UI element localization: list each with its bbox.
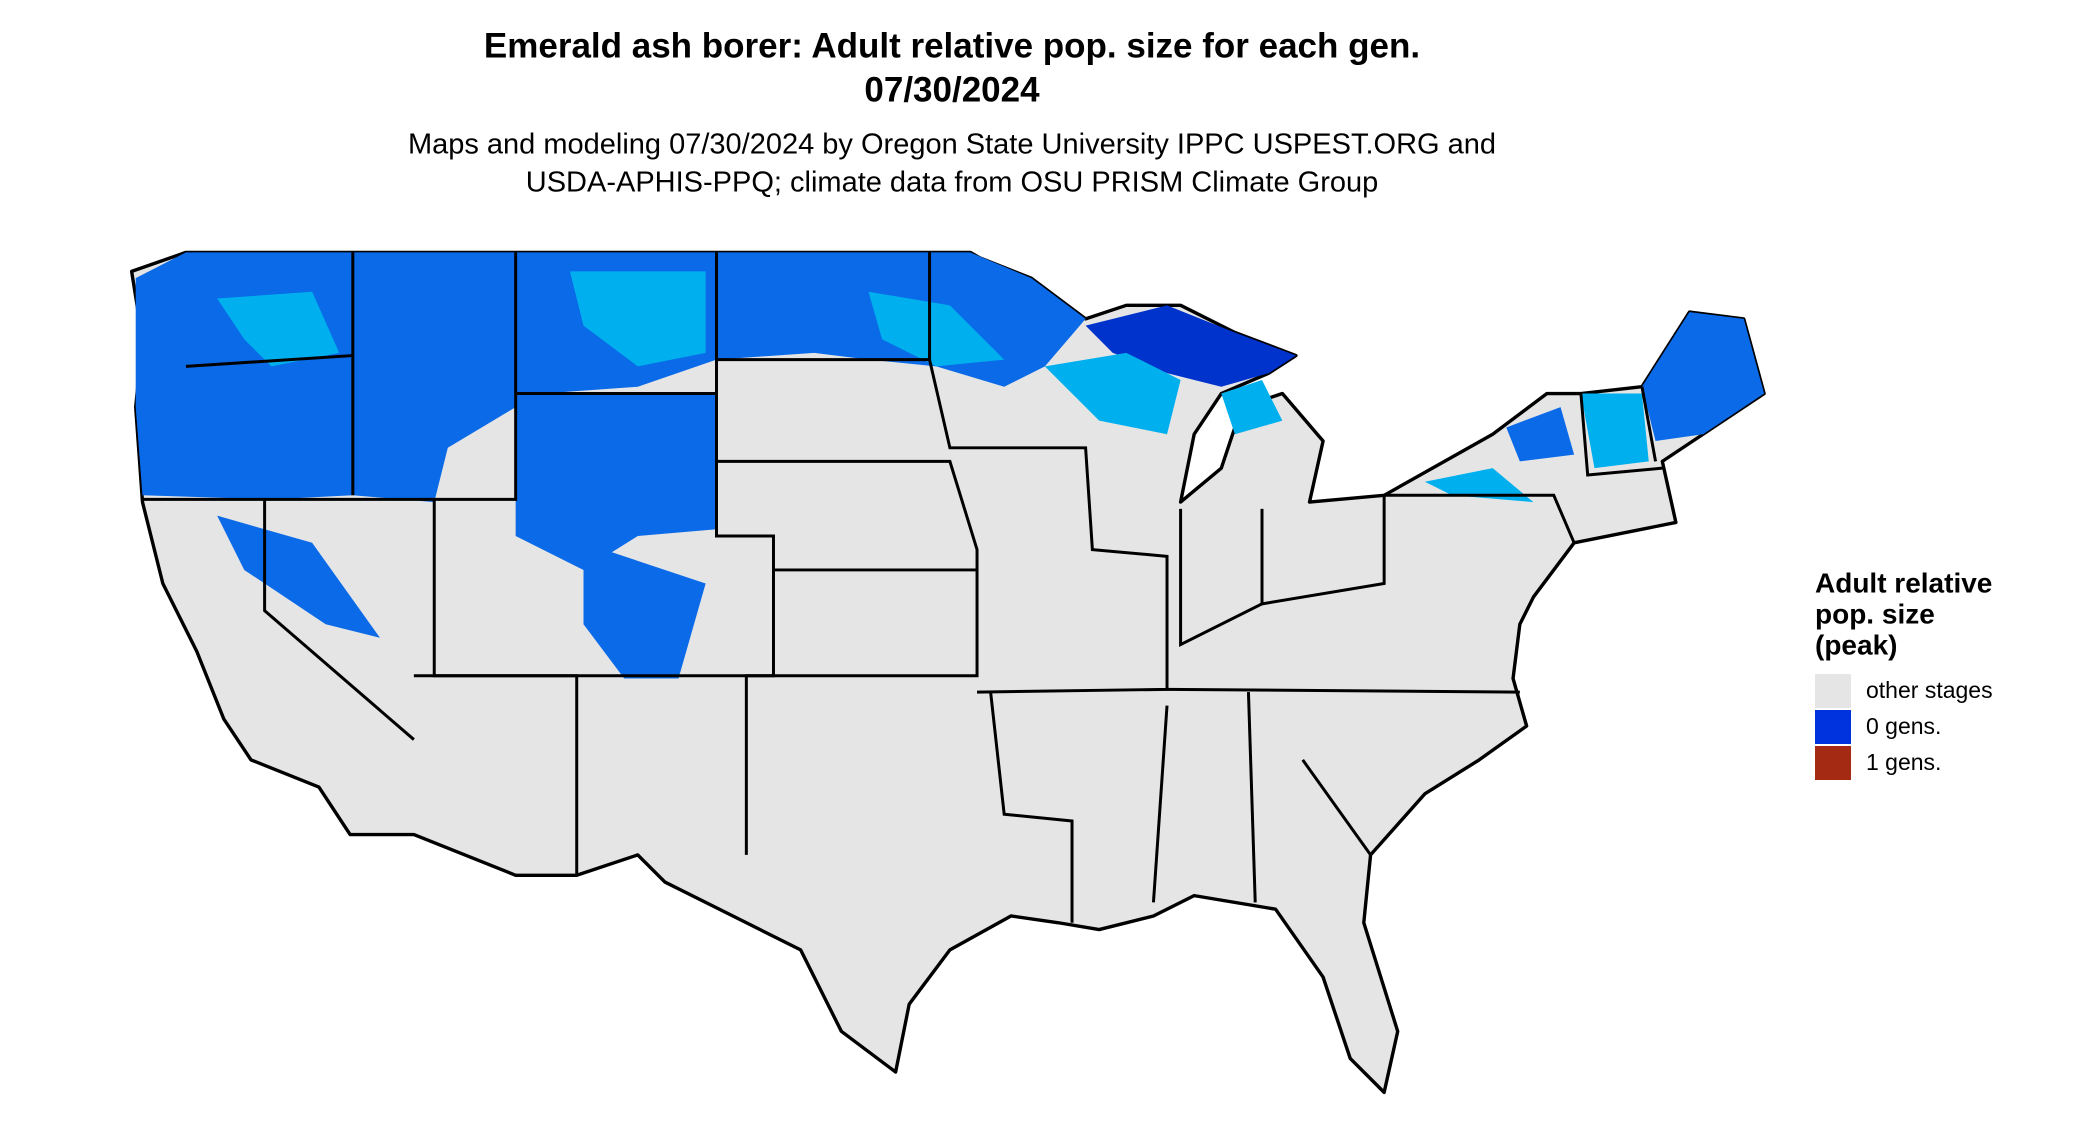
area	[1044, 352, 1181, 435]
legend-swatch	[1815, 674, 1851, 708]
legend-label: 1 gens.	[1866, 749, 1941, 775]
border	[1261, 495, 1386, 606]
legend-title: (peak)	[1815, 629, 1897, 660]
subtitle: Maps and modeling 07/30/2024 by Oregon S…	[408, 129, 1496, 161]
area	[1424, 468, 1534, 503]
border	[1384, 493, 1576, 544]
border	[1301, 759, 1372, 856]
area	[515, 393, 717, 570]
border	[989, 691, 1074, 923]
legend-label: 0 gens.	[1866, 713, 1941, 739]
area	[1221, 379, 1283, 435]
state-borders	[142, 252, 1663, 923]
border	[716, 459, 979, 855]
title-date: 07/30/2024	[864, 70, 1040, 109]
us-map	[129, 250, 1766, 1095]
area	[1580, 393, 1649, 469]
border	[142, 252, 518, 501]
area	[1641, 312, 1765, 442]
area	[569, 271, 706, 367]
border	[1179, 508, 1264, 647]
title: Emerald ash borer: Adult relative pop. s…	[484, 26, 1420, 65]
zero-gen-areas	[135, 252, 1765, 679]
area	[868, 291, 1005, 367]
subtitle: USDA-APHIS-PPQ; climate data from OSU PR…	[526, 167, 1379, 199]
border	[432, 499, 579, 876]
legend-title: Adult relative	[1815, 567, 1992, 598]
border	[413, 252, 775, 678]
area	[583, 542, 706, 679]
area	[1506, 407, 1575, 462]
border	[1246, 692, 1257, 903]
legend-title: pop. size	[1815, 598, 1935, 629]
legend-swatch	[1815, 746, 1851, 780]
legend-label: other stages	[1866, 677, 1993, 703]
area	[217, 515, 380, 638]
area	[217, 291, 340, 367]
border	[1167, 687, 1520, 694]
area	[1085, 305, 1296, 387]
border	[1579, 393, 1663, 477]
legend-swatch	[1815, 710, 1851, 744]
border	[1640, 386, 1658, 462]
border	[263, 499, 415, 741]
border	[1151, 705, 1169, 903]
